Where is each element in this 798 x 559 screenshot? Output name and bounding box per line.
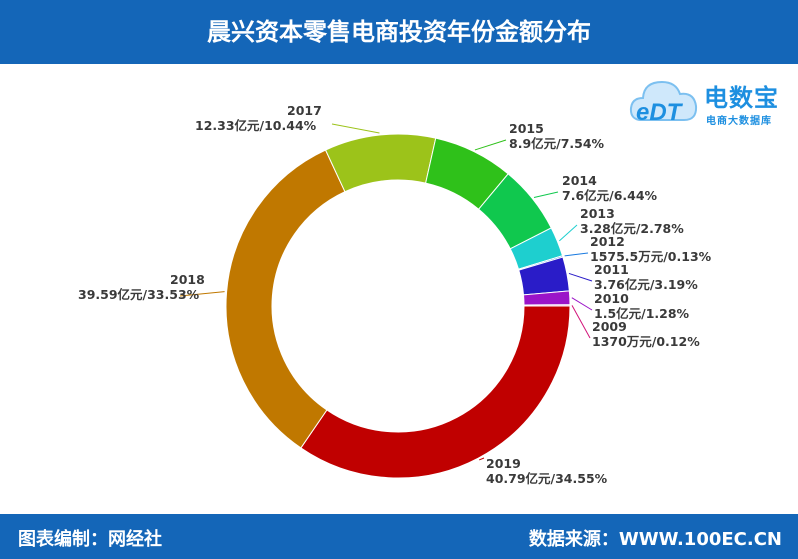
leader-2010 — [571, 297, 593, 311]
logo-mark: eDT — [636, 99, 684, 126]
slice-year-2017: 2017 — [287, 103, 322, 118]
slice-value-2017: 12.33亿元/10.44% — [195, 118, 317, 133]
footer-credit: 图表编制：网经社 — [18, 529, 162, 550]
slice-year-2010: 2010 — [594, 291, 629, 306]
slice-2017 — [324, 133, 437, 193]
slice-year-2019: 2019 — [486, 456, 521, 471]
footer-source: 数据来源：WWW.100EC.CN — [528, 529, 782, 550]
logo-subtitle: 电商大数据库 — [706, 116, 772, 127]
slice-year-2013: 2013 — [580, 206, 615, 221]
slice-value-2013: 3.28亿元/2.78% — [580, 221, 684, 236]
cloud-logo-icon: eDT — [629, 80, 698, 126]
slice-year-2014: 2014 — [562, 173, 597, 188]
footer: 图表编制：网经社 数据来源：WWW.100EC.CN — [0, 514, 798, 559]
slice-year-2015: 2015 — [509, 121, 544, 136]
slice-value-2018: 39.59亿元/33.53% — [78, 287, 200, 302]
logo-name: 电数宝 — [704, 84, 779, 112]
leader-2013 — [559, 224, 578, 242]
slice-year-2018: 2018 — [170, 272, 205, 287]
leader-2012 — [564, 252, 589, 257]
donut-slices — [225, 133, 571, 479]
slice-value-2019: 40.79亿元/34.55% — [486, 471, 608, 486]
slice-year-2012: 2012 — [590, 234, 625, 249]
slice-value-2015: 8.9亿元/7.54% — [509, 136, 605, 151]
slice-2018 — [225, 149, 346, 449]
slice-value-2011: 3.76亿元/3.19% — [594, 277, 698, 292]
slice-year-2011: 2011 — [594, 262, 629, 277]
chart-title: 晨兴资本零售电商投资年份金额分布 — [0, 0, 798, 64]
leader-2015 — [474, 139, 507, 151]
slice-value-2014: 7.6亿元/6.44% — [562, 188, 658, 203]
slice-value-2009: 1370万元/0.12% — [592, 334, 700, 349]
leader-2018 — [179, 291, 225, 297]
leader-2019 — [478, 457, 485, 461]
slice-2019 — [300, 305, 571, 479]
slice-year-2009: 2009 — [592, 319, 627, 334]
leader-2014 — [533, 191, 559, 198]
leader-2017 — [331, 123, 380, 134]
slice-value-2010: 1.5亿元/1.28% — [594, 306, 690, 321]
leader-2009 — [571, 305, 591, 339]
leader-2011 — [568, 272, 593, 282]
slice-value-2012: 1575.5万元/0.13% — [590, 249, 712, 264]
slice-2009 — [523, 304, 571, 307]
